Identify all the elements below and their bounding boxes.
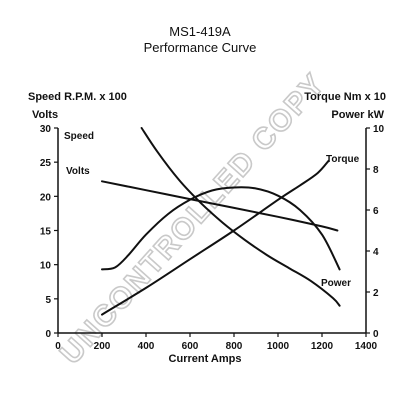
y-left-tick-label: 15 (40, 227, 52, 238)
x-tick-label: 0 (55, 341, 61, 352)
series-line-speed (140, 127, 341, 307)
series-lines (101, 127, 341, 316)
x-tick-label: 1400 (355, 341, 378, 352)
series-labels: Speed Volts Torque Power (64, 131, 360, 289)
left-axis-label-speed: Speed R.P.M. x 100 (28, 91, 127, 103)
y-left-tick-label: 0 (45, 329, 51, 340)
series-label-power: Power (321, 278, 351, 289)
chart-title: MS1-419A (169, 24, 231, 39)
y-right-tick-label: 4 (373, 247, 379, 258)
y-left-tick-label: 25 (40, 158, 52, 169)
series-label-torque: Torque (326, 154, 360, 165)
y-right-tick-label: 2 (373, 288, 379, 299)
left-axis-label-volts: Volts (32, 109, 58, 121)
series-line-volts (101, 180, 339, 232)
x-tick-label: 600 (182, 341, 199, 352)
x-tick-label: 200 (94, 341, 111, 352)
x-tick-label: 1200 (311, 341, 334, 352)
y-left-tick-label: 20 (40, 192, 52, 203)
right-axis-label-power: Power kW (331, 109, 384, 121)
axis-ticks: 0 200 400 600 800 1000 1200 1400051015202530024… (40, 124, 385, 352)
x-tick-label: 400 (138, 341, 155, 352)
x-axis-label: Current Amps (169, 353, 242, 365)
series-label-speed: Speed (64, 131, 94, 142)
series-line-power (101, 186, 341, 271)
y-left-tick-label: 10 (40, 261, 52, 272)
chart-subtitle: Performance Curve (144, 40, 257, 55)
y-right-tick-label: 0 (373, 329, 379, 340)
y-left-tick-label: 5 (45, 295, 51, 306)
x-tick-label: 1000 (267, 341, 290, 352)
y-right-tick-label: 10 (373, 124, 385, 135)
y-right-tick-label: 6 (373, 206, 379, 217)
y-right-tick-label: 8 (373, 165, 379, 176)
x-tick-label: 800 (226, 341, 243, 352)
series-label-volts: Volts (66, 166, 90, 177)
y-left-tick-label: 30 (40, 124, 52, 135)
right-axis-label-torque: Torque Nm x 10 (304, 91, 386, 103)
series-line-torque (101, 159, 330, 316)
